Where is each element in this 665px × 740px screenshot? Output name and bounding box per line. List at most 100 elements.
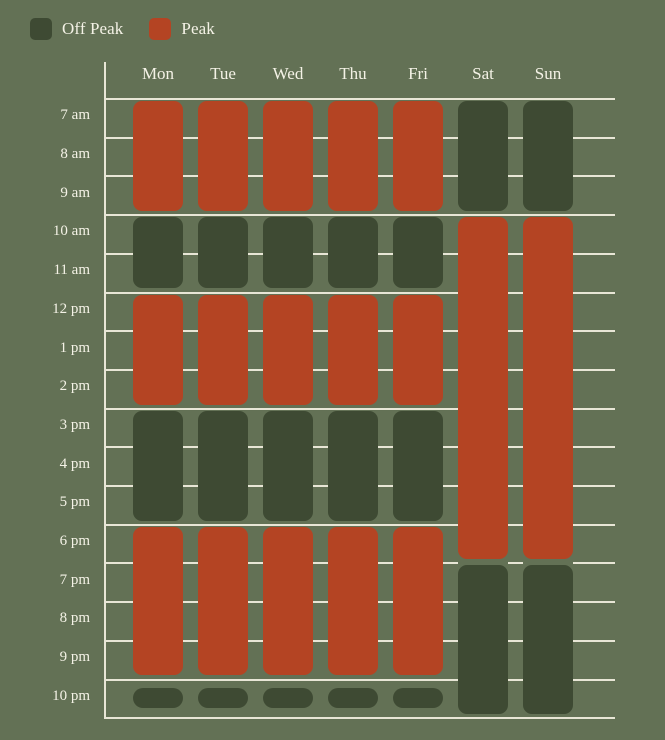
schedule-block-fri-peak[interactable] [393, 526, 443, 676]
gridline-tick [378, 601, 393, 604]
day-header-thu: Thu [339, 64, 367, 83]
gridline-tick [104, 368, 133, 371]
schedule-block-wed-offpeak[interactable] [263, 410, 313, 521]
gridline-tick [573, 175, 615, 178]
day-header-sat: Sat [472, 64, 494, 83]
schedule-block-sat-offpeak[interactable] [458, 101, 508, 212]
gridline-tick [313, 485, 328, 487]
schedule-block-thu-peak[interactable] [328, 294, 378, 405]
schedule-block-thu-offpeak[interactable] [328, 410, 378, 521]
gridline-major [104, 214, 615, 217]
schedule-block-tue-offpeak[interactable] [198, 687, 248, 709]
gridline-tick [443, 252, 458, 255]
schedule-block-fri-peak[interactable] [393, 294, 443, 405]
gridline-tick [104, 175, 133, 178]
schedule-block-fri-offpeak[interactable] [393, 217, 443, 289]
schedule-block-thu-offpeak[interactable] [328, 687, 378, 709]
schedule-block-tue-offpeak[interactable] [198, 410, 248, 521]
gridline-tick [313, 136, 328, 139]
gridline-tick [183, 330, 198, 333]
schedule-block-mon-peak[interactable] [133, 526, 183, 676]
chart-legend: Off Peak Peak [30, 18, 215, 40]
gridline-tick [378, 175, 393, 178]
gridline-tick [248, 330, 263, 333]
gridline-tick [573, 562, 615, 565]
legend-item-peak[interactable]: Peak [149, 18, 215, 40]
day-header-tue: Tue [210, 64, 236, 83]
hour-label-11am: 11 am [53, 262, 90, 279]
hour-label-10am: 10 am [52, 223, 90, 240]
gridline-tick [443, 485, 458, 487]
gridline-tick [508, 562, 523, 565]
schedule-block-wed-peak[interactable] [263, 526, 313, 676]
schedule-block-thu-peak[interactable] [328, 101, 378, 212]
legend-item-offpeak[interactable]: Off Peak [30, 18, 123, 40]
hour-label-12pm: 12 pm [52, 300, 90, 317]
gridline-major [104, 98, 615, 100]
gridline-tick [573, 252, 615, 255]
schedule-block-tue-peak[interactable] [198, 101, 248, 212]
gridline-tick [183, 639, 198, 642]
hour-label-5pm: 5 pm [59, 494, 90, 511]
hour-label-10pm: 10 pm [52, 687, 90, 704]
schedule-block-mon-offpeak[interactable] [133, 687, 183, 709]
schedule-block-mon-peak[interactable] [133, 101, 183, 212]
gridline-tick [313, 639, 328, 642]
gridline-tick [248, 136, 263, 139]
gridline-tick [248, 601, 263, 604]
schedule-block-sun-offpeak[interactable] [523, 101, 573, 212]
gridline-tick [443, 330, 458, 333]
gridline-tick [508, 368, 523, 371]
schedule-block-mon-offpeak[interactable] [133, 410, 183, 521]
gridline-tick [573, 601, 615, 604]
gridline-tick [313, 446, 328, 449]
gridline-tick [508, 446, 523, 449]
schedule-block-wed-offpeak[interactable] [263, 217, 313, 289]
schedule-block-mon-offpeak[interactable] [133, 217, 183, 289]
gridline-tick [183, 252, 198, 255]
schedule-block-mon-peak[interactable] [133, 294, 183, 405]
gridline-tick [313, 368, 328, 371]
gridline-tick [313, 252, 328, 255]
day-header-wed: Wed [272, 64, 304, 83]
day-header-sun: Sun [534, 64, 562, 83]
schedule-block-sun-offpeak[interactable] [523, 565, 573, 715]
gridline-tick [248, 175, 263, 178]
gridline-tick [573, 330, 615, 333]
schedule-block-sat-peak[interactable] [458, 217, 508, 560]
gridline-tick [443, 368, 458, 371]
schedule-block-tue-offpeak[interactable] [198, 217, 248, 289]
gridline-tick [508, 252, 523, 255]
schedule-block-sun-peak[interactable] [523, 217, 573, 560]
schedule-block-sat-offpeak[interactable] [458, 565, 508, 715]
gridline-tick [248, 368, 263, 371]
schedule-block-fri-offpeak[interactable] [393, 687, 443, 709]
gridline-tick [183, 562, 198, 565]
gridline-tick [378, 562, 393, 565]
gridline-tick [443, 639, 458, 642]
gridline-major [104, 523, 615, 526]
gridline-tick [104, 446, 133, 449]
gridline-tick [378, 330, 393, 333]
gridline-tick [508, 330, 523, 333]
gridline-tick [378, 368, 393, 371]
schedule-block-fri-offpeak[interactable] [393, 410, 443, 521]
schedule-block-tue-peak[interactable] [198, 294, 248, 405]
legend-label: Peak [181, 19, 215, 38]
gridline-tick [248, 446, 263, 449]
gridline-tick [183, 368, 198, 371]
gridline-tick [443, 562, 458, 565]
schedule-block-thu-peak[interactable] [328, 526, 378, 676]
gridline-tick [443, 175, 458, 178]
schedule-block-wed-peak[interactable] [263, 294, 313, 405]
gridline-tick [573, 136, 615, 139]
gridline-tick [248, 485, 263, 487]
gridline-tick [313, 330, 328, 333]
schedule-block-wed-offpeak[interactable] [263, 687, 313, 709]
schedule-block-fri-peak[interactable] [393, 101, 443, 212]
schedule-block-wed-peak[interactable] [263, 101, 313, 212]
gridline-tick [248, 252, 263, 255]
schedule-block-tue-peak[interactable] [198, 526, 248, 676]
gridline-tick [508, 485, 523, 487]
schedule-block-thu-offpeak[interactable] [328, 217, 378, 289]
